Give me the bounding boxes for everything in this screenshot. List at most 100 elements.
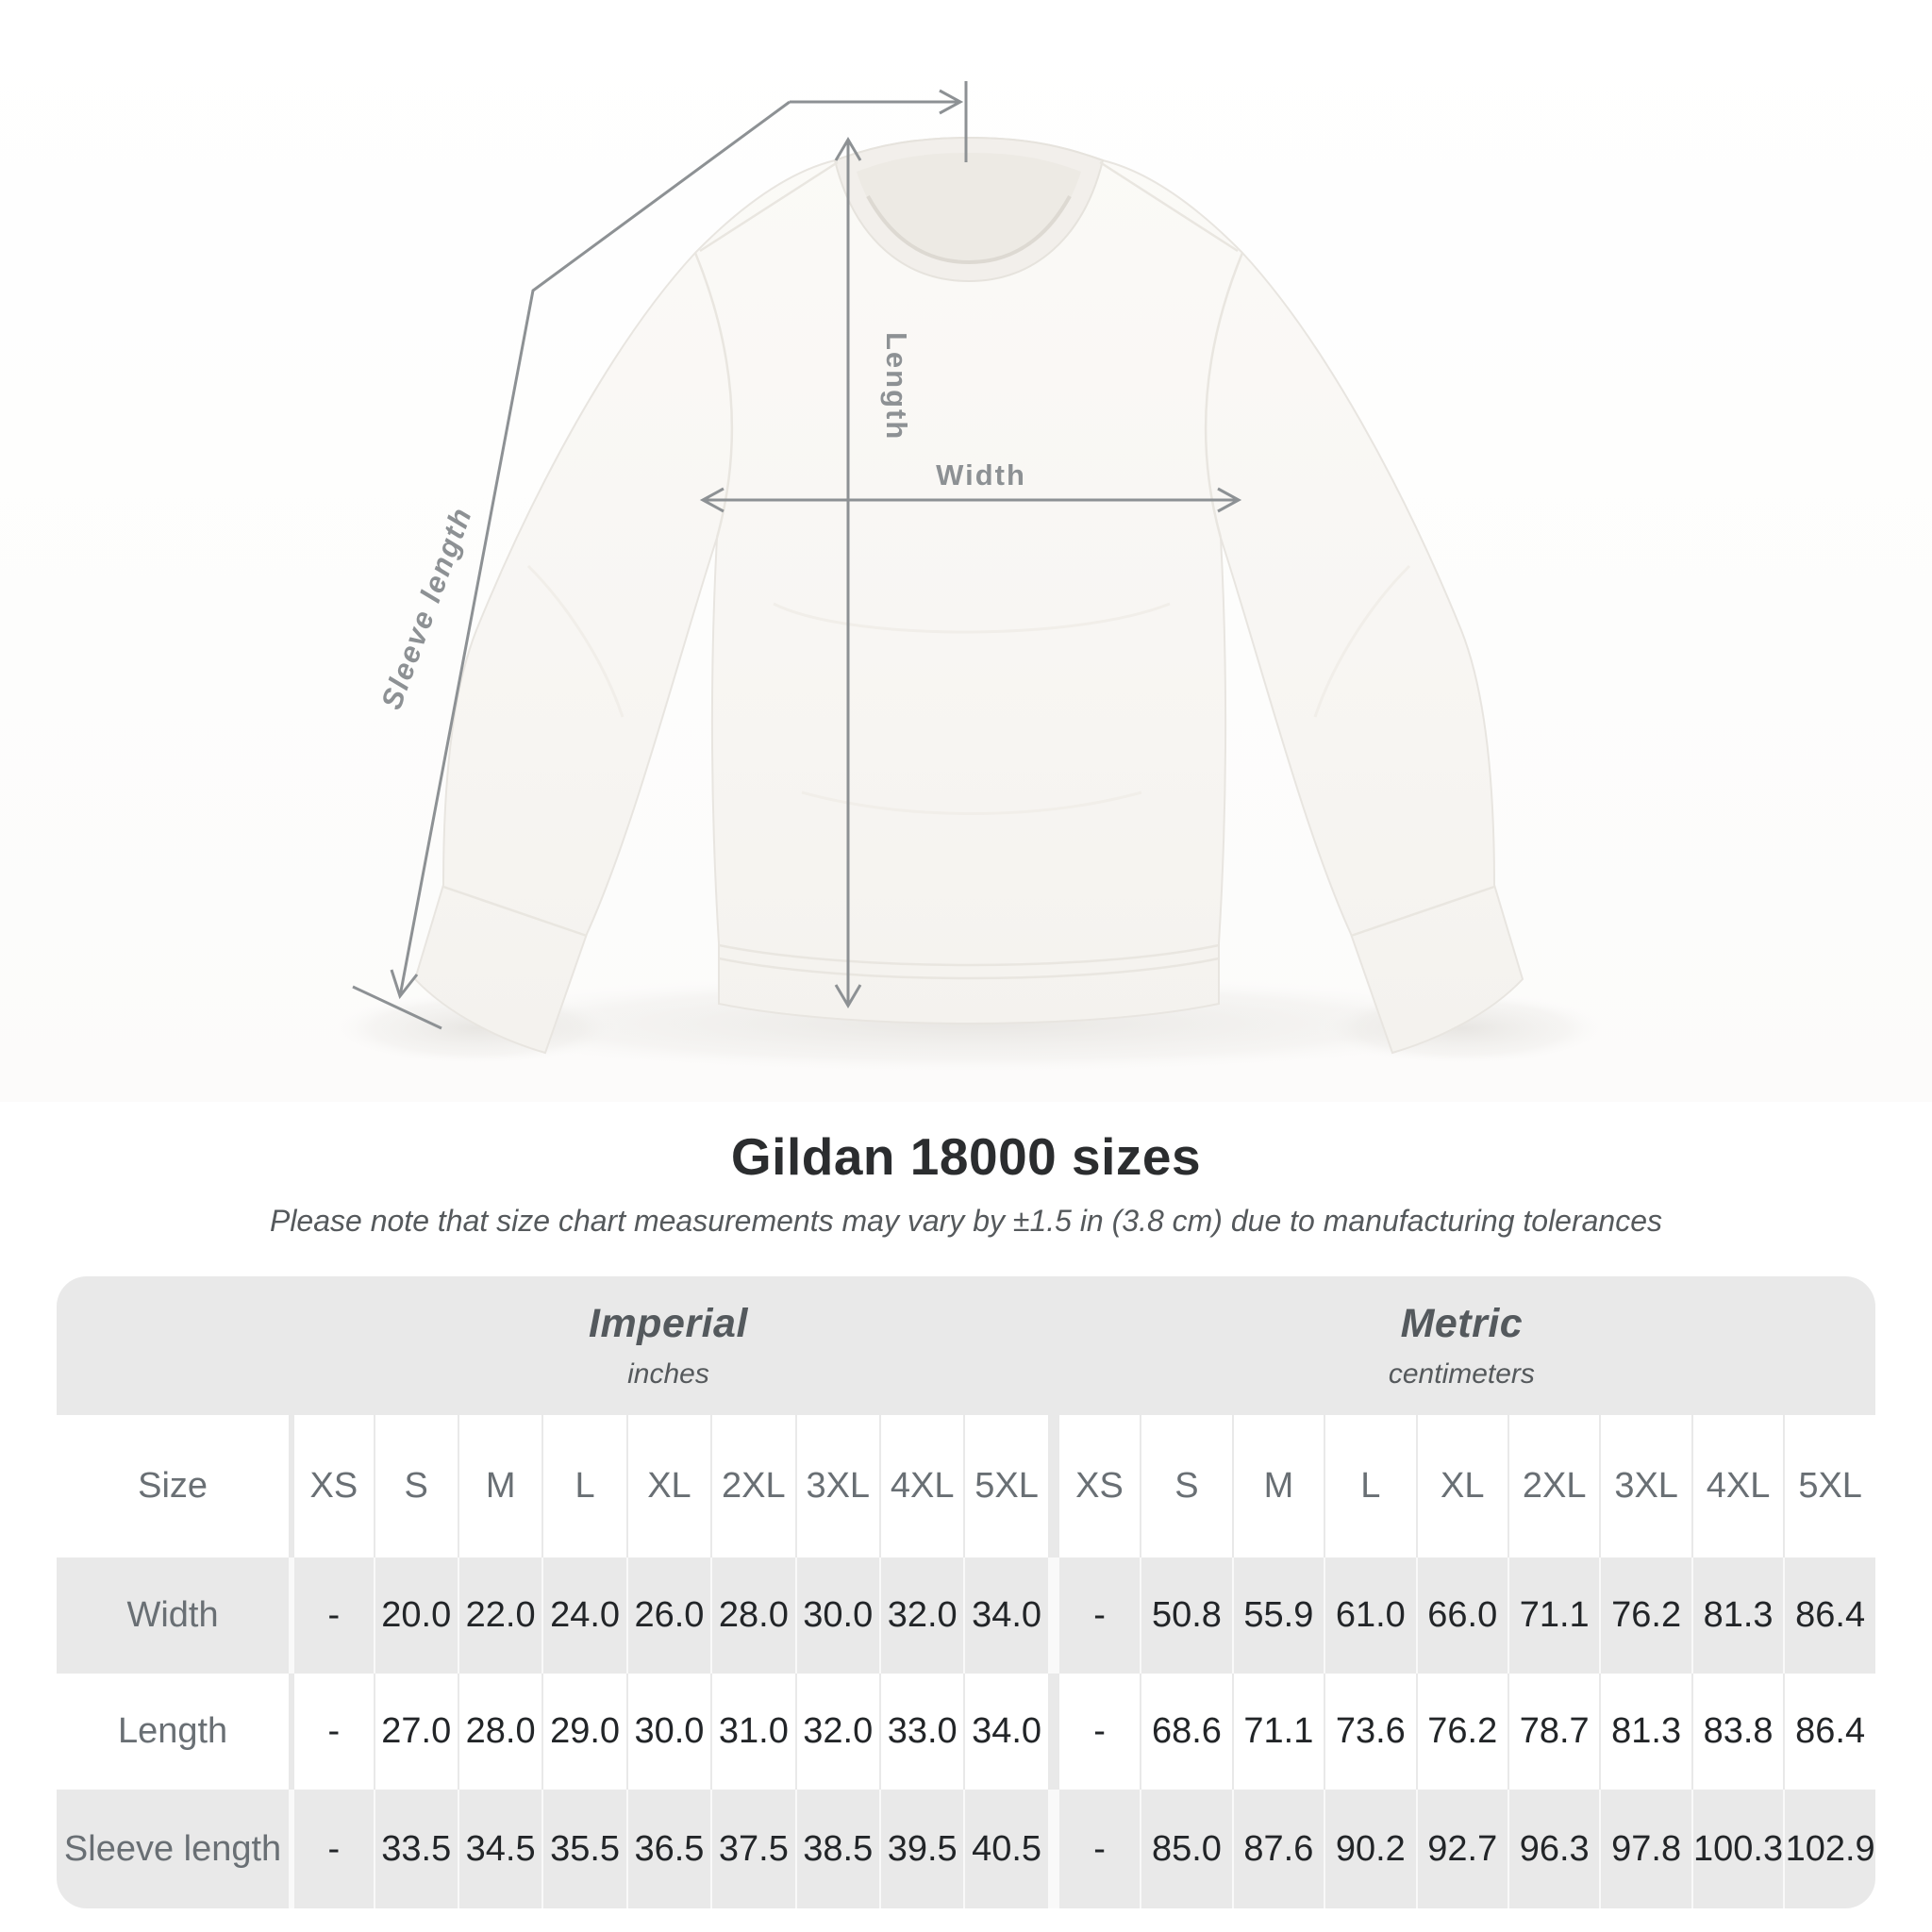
size-header-row: Size XS S M L XL 2XL 3XL 4XL 5XL XS S M …	[57, 1415, 1875, 1557]
size-col-header: M	[457, 1415, 542, 1557]
sleeve-length-arrow	[352, 100, 791, 1030]
width-row: Width - 20.0 22.0 24.0 26.0 28.0 30.0 32…	[57, 1557, 1875, 1674]
measurement-cell: 27.0	[373, 1674, 458, 1790]
measurement-cell: 83.8	[1690, 1674, 1784, 1790]
measurement-cell: 96.3	[1507, 1790, 1600, 1908]
measurement-cell: -	[289, 1790, 374, 1908]
sweatshirt-body	[413, 136, 1524, 1055]
size-col-header: L	[541, 1415, 626, 1557]
measurement-cell: 40.5	[963, 1790, 1048, 1908]
measurement-cell: 28.0	[457, 1674, 542, 1790]
measurement-cell: 50.8	[1140, 1557, 1232, 1674]
size-col-header: 4XL	[878, 1415, 964, 1557]
measurement-cell: 26.0	[625, 1557, 711, 1674]
size-col-header: 3XL	[794, 1415, 879, 1557]
width-arrow	[699, 487, 1242, 513]
size-col-header: 5XL	[963, 1415, 1048, 1557]
shoulder-to-center-arrow	[790, 81, 968, 162]
size-col-header: L	[1324, 1415, 1416, 1557]
size-col-header: XS	[289, 1415, 374, 1557]
measurement-cell: 55.9	[1231, 1557, 1324, 1674]
measurement-cell: 102.9	[1783, 1790, 1875, 1908]
row-label: Length	[57, 1674, 290, 1790]
measurement-cell: 76.2	[1599, 1557, 1691, 1674]
length-arrow-label: Length	[880, 332, 913, 441]
measurement-cell: -	[289, 1557, 374, 1674]
row-label: Sleeve length	[57, 1790, 290, 1908]
size-column-header: Size	[57, 1415, 290, 1557]
tolerance-note: Please note that size chart measurements…	[269, 1204, 1663, 1238]
measurement-cell: 34.0	[963, 1557, 1048, 1674]
row-label: Width	[57, 1557, 290, 1674]
measurement-cell: 24.0	[541, 1557, 626, 1674]
measurement-cell: 36.5	[625, 1790, 711, 1908]
sweatshirt-illustration: Length Width Sleeve length	[325, 81, 1613, 1075]
length-row: Length - 27.0 28.0 29.0 30.0 31.0 32.0 3…	[57, 1674, 1875, 1790]
imperial-unit: inches	[627, 1358, 709, 1390]
size-col-header: 2XL	[1507, 1415, 1600, 1557]
length-arrow	[834, 137, 862, 1008]
metric-label: Metric	[1400, 1301, 1524, 1346]
measurement-cell: -	[1047, 1790, 1141, 1908]
measurement-cell: 71.1	[1507, 1557, 1600, 1674]
measurement-cell: 34.0	[963, 1674, 1048, 1790]
measurement-cell: 32.0	[794, 1674, 879, 1790]
measurement-cell: 97.8	[1599, 1790, 1691, 1908]
measurement-cell: 33.5	[373, 1790, 458, 1908]
measurement-cell: 87.6	[1231, 1790, 1324, 1908]
size-col-header: S	[1140, 1415, 1232, 1557]
size-chart-table: Imperial inches Metric centimeters Size …	[57, 1276, 1875, 1908]
metric-unit: centimeters	[1388, 1358, 1535, 1390]
product-measurement-diagram: Length Width Sleeve length	[0, 0, 1932, 1102]
measurement-cell: 71.1	[1231, 1674, 1324, 1790]
measurement-cell: 30.0	[625, 1674, 711, 1790]
size-col-header: XS	[1047, 1415, 1141, 1557]
imperial-header: Imperial inches	[289, 1276, 1048, 1415]
page-title: Gildan 18000 sizes	[730, 1127, 1202, 1186]
size-col-header: 2XL	[710, 1415, 795, 1557]
unit-header-row: Imperial inches Metric centimeters	[57, 1276, 1875, 1415]
size-col-header: M	[1231, 1415, 1324, 1557]
imperial-label: Imperial	[589, 1301, 748, 1346]
measurement-cell: -	[289, 1674, 374, 1790]
measurement-cell: 38.5	[794, 1790, 879, 1908]
measurement-cell: 37.5	[710, 1790, 795, 1908]
measurement-cell: 34.5	[457, 1790, 542, 1908]
size-col-header: 3XL	[1599, 1415, 1691, 1557]
measurement-cell: 100.3	[1690, 1790, 1784, 1908]
sleeve-length-row: Sleeve length - 33.5 34.5 35.5 36.5 37.5…	[57, 1790, 1875, 1908]
measurement-cell: 61.0	[1324, 1557, 1416, 1674]
size-col-header: 4XL	[1690, 1415, 1784, 1557]
measurement-cell: 78.7	[1507, 1674, 1600, 1790]
measurement-cell: 35.5	[541, 1790, 626, 1908]
size-col-header: S	[373, 1415, 458, 1557]
measurement-cell: 85.0	[1140, 1790, 1232, 1908]
measurement-cell: -	[1047, 1557, 1141, 1674]
measurement-cell: 32.0	[878, 1557, 964, 1674]
size-col-header: XL	[1415, 1415, 1507, 1557]
measurement-cell: 90.2	[1324, 1790, 1416, 1908]
width-arrow-label: Width	[936, 458, 1026, 491]
measurement-cell: 73.6	[1324, 1674, 1416, 1790]
measurement-cell: -	[1047, 1674, 1141, 1790]
measurement-cell: 22.0	[457, 1557, 542, 1674]
measurement-cell: 31.0	[710, 1674, 795, 1790]
measurement-cell: 86.4	[1783, 1674, 1875, 1790]
measurement-cell: 66.0	[1415, 1557, 1507, 1674]
measurement-cell: 81.3	[1599, 1674, 1691, 1790]
measurement-cell: 68.6	[1140, 1674, 1232, 1790]
measurement-cell: 20.0	[373, 1557, 458, 1674]
measurement-cell: 28.0	[710, 1557, 795, 1674]
measurement-cell: 92.7	[1415, 1790, 1507, 1908]
size-col-header: 5XL	[1783, 1415, 1875, 1557]
metric-header: Metric centimeters	[1047, 1276, 1875, 1415]
measurement-cell: 29.0	[541, 1674, 626, 1790]
measurement-cell: 33.0	[878, 1674, 964, 1790]
unit-header-corner	[57, 1276, 290, 1415]
measurement-cell: 81.3	[1690, 1557, 1784, 1674]
measurement-cell: 86.4	[1783, 1557, 1875, 1674]
measurement-cell: 30.0	[794, 1557, 879, 1674]
size-col-header: XL	[625, 1415, 711, 1557]
measurement-cell: 76.2	[1415, 1674, 1507, 1790]
measurement-cell: 39.5	[878, 1790, 964, 1908]
